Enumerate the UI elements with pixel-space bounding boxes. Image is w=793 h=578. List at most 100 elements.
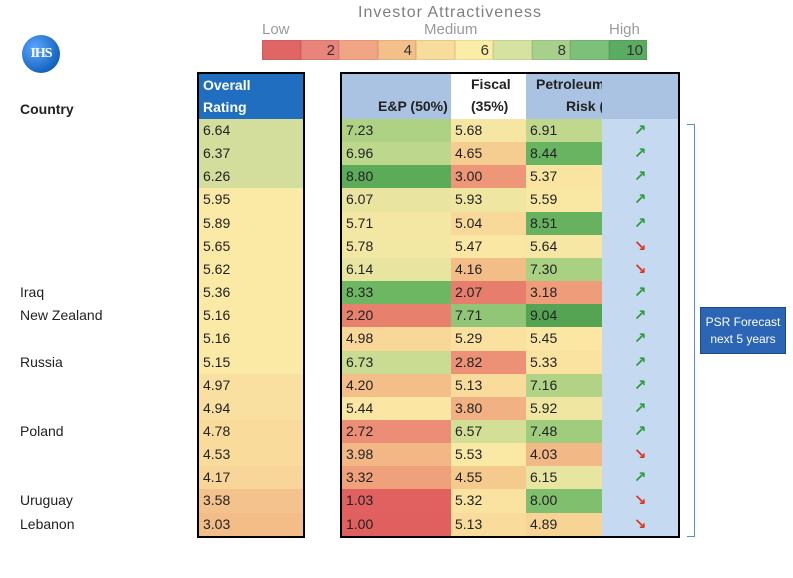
petro-risk-score-cell: 7.16 (526, 373, 602, 398)
fiscal-score-cell: 5.32 (451, 489, 526, 514)
overall-rating-cell: 6.64 (199, 119, 303, 143)
petro-risk-score-cell: 8.44 (526, 142, 602, 166)
overall-rating-cell: 5.89 (199, 211, 303, 236)
overall-rating-cell: 5.36 (199, 281, 303, 305)
legend-scale-cell (416, 40, 455, 60)
country-column-header: Country (20, 101, 74, 117)
overall-rating-cell: 4.53 (199, 443, 303, 467)
fiscal-score-cell: 5.68 (451, 119, 526, 143)
psr-callout-line2: next 5 years (710, 332, 776, 346)
ep-score-cell: 3.32 (342, 466, 451, 490)
ep-score-cell: 7.23 (342, 119, 451, 143)
trend-up-arrow-icon: ↗ (633, 469, 647, 487)
fiscal-header-line2: (35%) (471, 98, 509, 114)
overall-rating-cell: 3.03 (199, 512, 303, 537)
ep-score-cell: 5.78 (342, 234, 451, 259)
overall-rating-header: Overall Rating (199, 74, 303, 119)
overall-rating-cell: 6.37 (199, 142, 303, 166)
fiscal-score-cell: 6.57 (451, 419, 526, 444)
ep-score-cell: 1.03 (342, 489, 451, 514)
ep-header-label: E&P (50%) (378, 98, 448, 114)
overall-rating-cell: 6.26 (199, 165, 303, 189)
fiscal-score-cell: 4.16 (451, 257, 526, 282)
petro-risk-score-cell: 9.04 (526, 304, 602, 328)
trend-up-arrow-icon: ↗ (633, 214, 647, 232)
country-label: Russia (20, 353, 63, 370)
ep-score-cell: 6.07 (342, 188, 451, 213)
ep-score-cell: 8.80 (342, 165, 451, 189)
petro-risk-score-cell: 5.59 (526, 188, 602, 213)
trend-up-arrow-icon: ↗ (633, 122, 647, 139)
petro-risk-score-cell: 3.18 (526, 281, 602, 305)
ep-score-cell: 6.96 (342, 142, 451, 166)
petro-risk-score-cell: 8.00 (526, 489, 602, 514)
legend-scale-cell: 2 (300, 40, 339, 60)
overall-rating-cell: 5.95 (199, 188, 303, 213)
trend-column-header (602, 74, 678, 119)
overall-rating-cell: 4.78 (199, 419, 303, 444)
overall-rating-cell: 5.65 (199, 234, 303, 259)
forecast-bracket (687, 124, 695, 537)
legend-scale-cell (339, 40, 378, 60)
ep-score-cell: 1.00 (342, 512, 451, 537)
trend-up-arrow-icon: ↗ (633, 330, 647, 348)
ep-score-cell: 4.20 (342, 373, 451, 398)
legend-color-scale: 2 4 6 8 10 (262, 40, 647, 60)
overall-rating-cell: 3.58 (199, 489, 303, 514)
overall-rating-frame (197, 72, 305, 538)
country-label: Iraq (20, 284, 45, 301)
fiscal-score-cell: 5.53 (451, 443, 526, 467)
legend-scale-cell: 4 (377, 40, 416, 60)
petro-risk-score-cell: 4.03 (526, 443, 602, 467)
overall-rating-cell: 5.62 (199, 257, 303, 282)
psr-callout-line1: PSR Forecast (705, 315, 781, 329)
fiscal-score-cell: 4.55 (451, 466, 526, 490)
ep-score-cell: 3.98 (342, 443, 451, 467)
legend-scale-cell: 10 (608, 40, 647, 60)
petro-risk-score-cell: 5.37 (526, 165, 602, 189)
legend-title: Investor Attractiveness (358, 4, 542, 21)
overall-rating-cell: 5.16 (199, 304, 303, 328)
trend-down-arrow-icon: ↘ (633, 492, 647, 510)
country-label: Uruguay (20, 492, 73, 509)
trend-up-arrow-icon: ↗ (633, 307, 647, 325)
country-label: Poland (20, 422, 64, 439)
fiscal-score-cell: 5.29 (451, 327, 526, 351)
ep-score-cell: 2.20 (342, 304, 451, 328)
trend-down-arrow-icon: ↘ (633, 515, 647, 533)
fiscal-score-cell: 3.80 (451, 396, 526, 421)
trend-up-arrow-icon: ↗ (633, 284, 647, 302)
fiscal-score-cell: 5.13 (451, 512, 526, 537)
fiscal-score-cell: 5.47 (451, 234, 526, 259)
overall-rating-cell: 4.97 (199, 373, 303, 398)
overall-rating-cell: 5.15 (199, 350, 303, 375)
legend-scale-cell (493, 40, 532, 60)
country-label: New Zealand (20, 307, 103, 324)
legend-scale-cell (262, 40, 301, 60)
petro-risk-score-cell: 5.45 (526, 327, 602, 351)
petro-risk-score-cell: 6.91 (526, 119, 602, 143)
ep-column-header: E&P (50%) (342, 74, 451, 119)
fiscal-score-cell: 2.07 (451, 281, 526, 305)
petro-risk-score-cell: 4.89 (526, 512, 602, 537)
ep-score-cell: 6.14 (342, 257, 451, 282)
fiscal-header-line1: Fiscal (471, 76, 511, 92)
trend-up-arrow-icon: ↗ (633, 145, 647, 163)
legend-medium-label: Medium (424, 21, 478, 38)
legend-low-label: Low (262, 21, 290, 38)
petro-risk-score-cell: 6.15 (526, 466, 602, 490)
psr-forecast-callout: PSR Forecast next 5 years (700, 307, 786, 354)
overall-header-line1: Overall (203, 77, 251, 93)
fiscal-score-cell: 3.00 (451, 165, 526, 189)
petro-risk-score-cell: 5.92 (526, 396, 602, 421)
ep-score-cell: 2.72 (342, 419, 451, 444)
fiscal-score-cell: 2.82 (451, 350, 526, 375)
legend-high-label: High (609, 21, 640, 38)
ep-score-cell: 4.98 (342, 327, 451, 351)
legend-scale-cell: 8 (531, 40, 570, 60)
trend-up-arrow-icon: ↗ (633, 376, 647, 394)
fiscal-column-header: Fiscal (35%) (451, 74, 526, 119)
legend-scale-cell: 6 (454, 40, 493, 60)
ihs-logo: IHS (22, 35, 60, 73)
trend-up-arrow-icon: ↗ (633, 422, 647, 440)
